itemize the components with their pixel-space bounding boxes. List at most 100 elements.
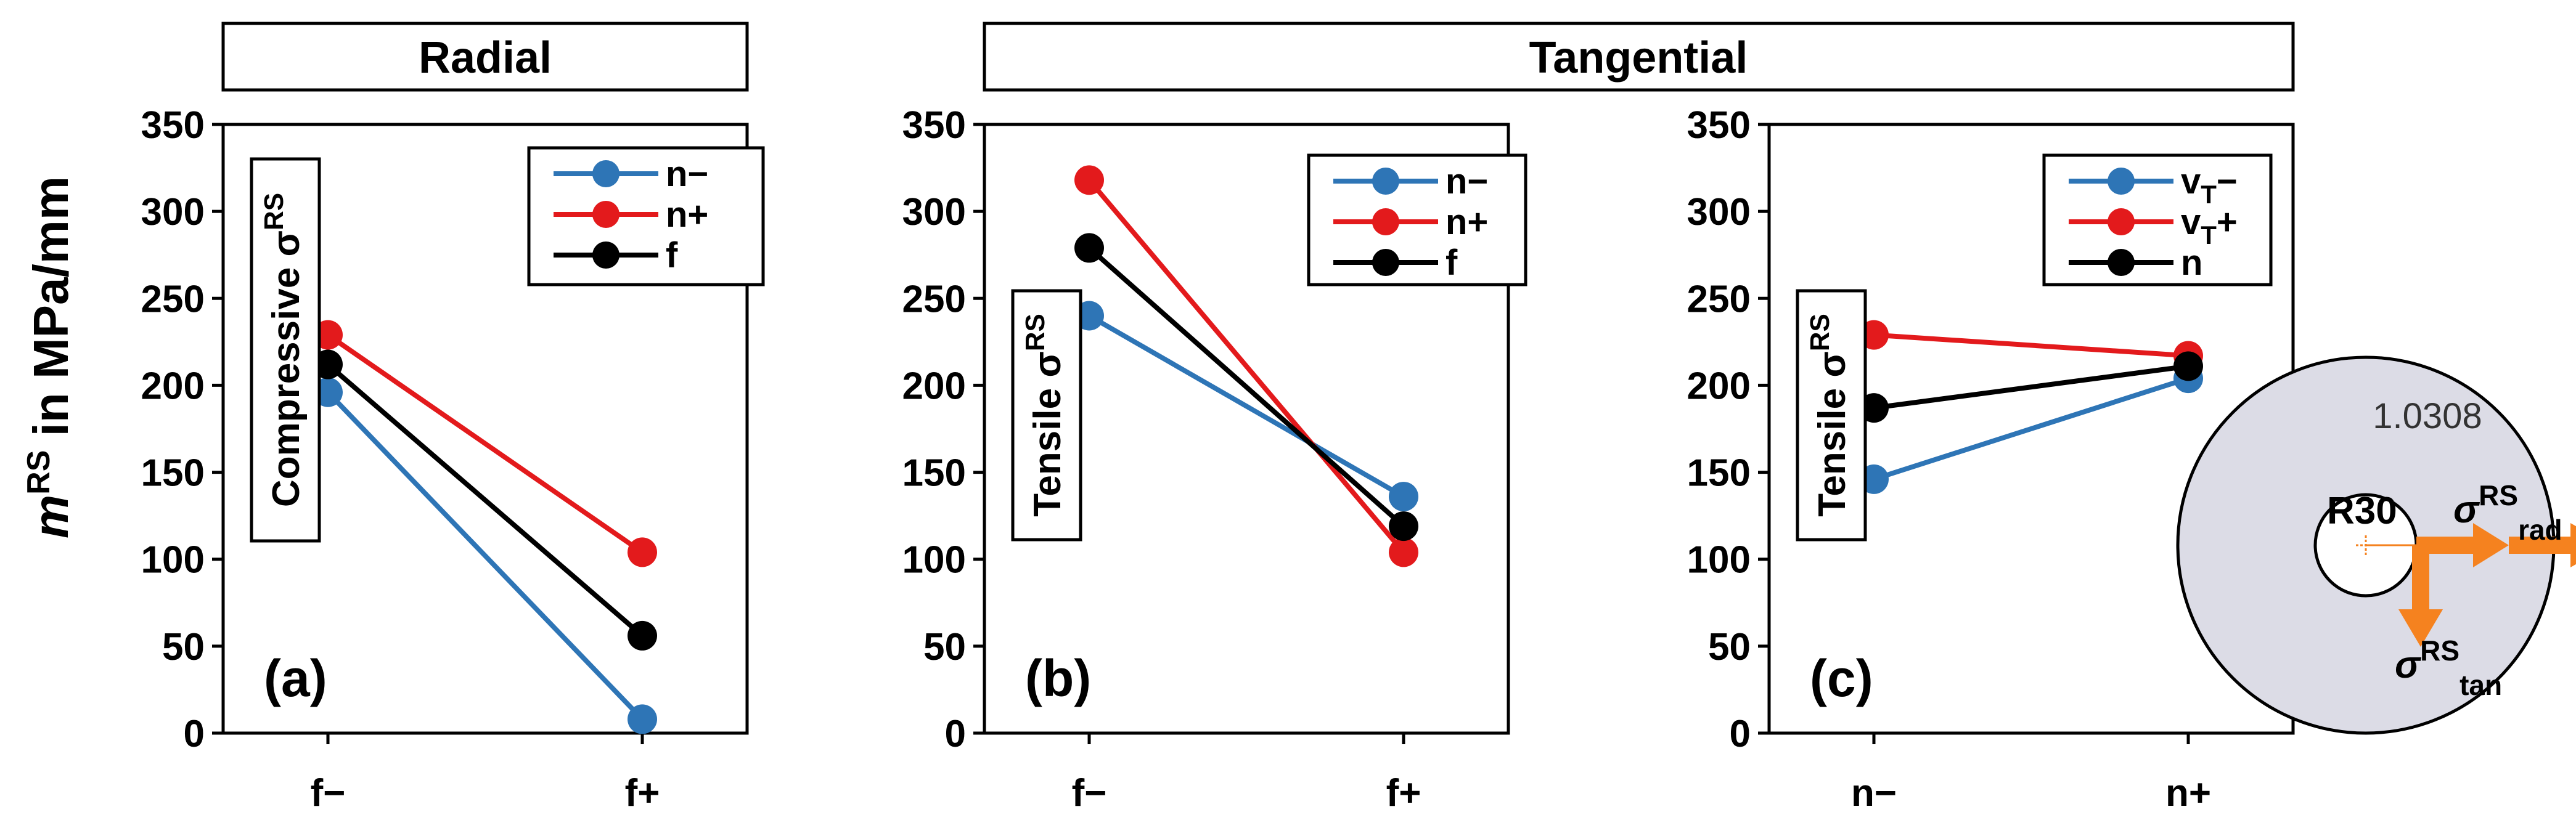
y-tick-label: 150 xyxy=(902,452,966,495)
side-label-sup: RS xyxy=(1020,314,1050,351)
inset-radius-label: R30 xyxy=(2327,490,2397,532)
header-box-tangential xyxy=(983,22,2295,92)
y-tick-label: 350 xyxy=(902,104,966,147)
panel-1: 0 50 100 150 200 250 300 350 f− f+ n−n+f Compressiv… xyxy=(141,104,765,814)
inset-sigma-sup: RS xyxy=(2479,479,2518,511)
x-tick-label: n− xyxy=(1851,772,1897,814)
y-tick-label: 50 xyxy=(1708,626,1751,668)
legend-label: n− xyxy=(666,154,708,194)
data-point xyxy=(1074,165,1104,195)
legend: vT−vT+n xyxy=(2042,153,2273,286)
y-tick-label: 300 xyxy=(1687,191,1751,233)
legend-label-main: n+ xyxy=(1445,202,1488,242)
inset-sigma-rad-label: σRSrad xyxy=(2453,479,2562,546)
series-black xyxy=(1074,233,1418,542)
legend-label-main: n− xyxy=(666,154,708,194)
data-point xyxy=(628,620,657,651)
x-tick-label: f+ xyxy=(1386,772,1421,814)
y-tick-label: 350 xyxy=(141,104,205,147)
y-tick-label: 0 xyxy=(184,713,205,755)
side-label-box xyxy=(250,157,321,543)
inset-radial-arrowhead xyxy=(2570,523,2576,567)
legend-label-main: v xyxy=(2181,161,2201,201)
y-tick-label: 300 xyxy=(902,191,966,233)
side-label-main: Compressive σ xyxy=(265,230,308,507)
side-label-box xyxy=(1796,289,1867,542)
legend-marker xyxy=(2108,208,2135,235)
y-tick-label: 150 xyxy=(141,452,205,495)
panel-label: (c) xyxy=(1810,649,1873,707)
inset-tangential-arrow-shaft xyxy=(2412,545,2429,609)
y-tick-label: 200 xyxy=(1687,365,1751,407)
y-tick-label: 0 xyxy=(945,713,966,755)
header-box-radial xyxy=(221,22,749,92)
series-line xyxy=(1873,332,2189,359)
inset-sigma-sup: RS xyxy=(2420,635,2459,667)
side-label: Compressive σRS xyxy=(250,157,321,543)
y-tick-label: 50 xyxy=(923,626,966,668)
legend-marker xyxy=(592,201,619,228)
legend-label: f xyxy=(1445,243,1458,283)
header-radial: Radial xyxy=(419,33,552,83)
side-label-main: Tensile σ xyxy=(1026,351,1069,517)
legend-label: n+ xyxy=(666,195,708,235)
legend-label: n− xyxy=(1445,161,1488,201)
legend-label-sub: T xyxy=(2201,221,2217,250)
inset-sigma-sub: rad xyxy=(2518,514,2562,546)
series-blue xyxy=(313,377,657,734)
legend-label-suffix: − xyxy=(2217,161,2238,201)
y-tick-label: 250 xyxy=(902,278,966,320)
x-tick-label: f− xyxy=(311,772,346,814)
side-label-sup: RS xyxy=(259,193,289,230)
legend-label-suffix: + xyxy=(2217,202,2238,242)
x-tick-label: n+ xyxy=(2165,772,2211,814)
y-tick-label: 0 xyxy=(1730,713,1751,755)
legend-marker xyxy=(1372,249,1399,276)
y-tick-label: 350 xyxy=(1687,104,1751,147)
legend-label: vT+ xyxy=(2181,202,2238,250)
plot-area xyxy=(221,123,749,735)
side-label-text: Compressive σRS xyxy=(259,193,308,507)
legend-label-main: v xyxy=(2181,202,2201,242)
y-tick-label: 200 xyxy=(902,365,966,407)
y-axis-title-italic: m xyxy=(23,495,78,538)
series-line xyxy=(326,362,644,638)
legend-label: vT− xyxy=(2181,161,2238,209)
y-tick-label: 100 xyxy=(902,539,966,582)
legend-label-main: f xyxy=(1445,243,1458,283)
legend-label-main: n− xyxy=(1445,161,1488,201)
series-line xyxy=(1873,376,2190,482)
legend: n−n+f xyxy=(1307,153,1527,286)
inset-sigma-symbol: σ xyxy=(2395,644,2422,686)
y-tick-label: 150 xyxy=(1687,452,1751,495)
data-point xyxy=(1389,537,1418,567)
legend-label-main: f xyxy=(666,235,678,275)
data-point xyxy=(1389,482,1418,512)
inset-sigma-symbol: σ xyxy=(2453,489,2480,531)
series-line xyxy=(326,333,644,554)
legend-marker xyxy=(1372,208,1399,235)
legend-label: f xyxy=(666,235,678,275)
legend: n−n+f xyxy=(527,146,765,286)
panel-label: (a) xyxy=(264,649,327,707)
inset-radial-arrows xyxy=(2398,523,2576,647)
series-line xyxy=(1087,178,1406,554)
side-label: Tensile σRS xyxy=(1796,289,1867,542)
series-line xyxy=(1088,314,1405,499)
y-tick-label: 50 xyxy=(162,626,205,668)
y-tick-label: 250 xyxy=(1687,278,1751,320)
plot-area xyxy=(983,123,1510,735)
y-tick-label: 300 xyxy=(141,191,205,233)
data-point xyxy=(628,704,657,734)
y-axis-title-rest: in MPa/mm xyxy=(23,176,78,450)
series-black xyxy=(313,349,657,651)
side-label-text: Tensile σRS xyxy=(1020,314,1069,517)
side-label-main: Tensile σ xyxy=(1811,351,1854,517)
legend-label: n+ xyxy=(1445,202,1488,242)
series-blue xyxy=(1074,301,1418,512)
side-label-sup: RS xyxy=(1805,314,1835,351)
data-point xyxy=(1389,511,1418,542)
series-red xyxy=(1859,320,2203,371)
